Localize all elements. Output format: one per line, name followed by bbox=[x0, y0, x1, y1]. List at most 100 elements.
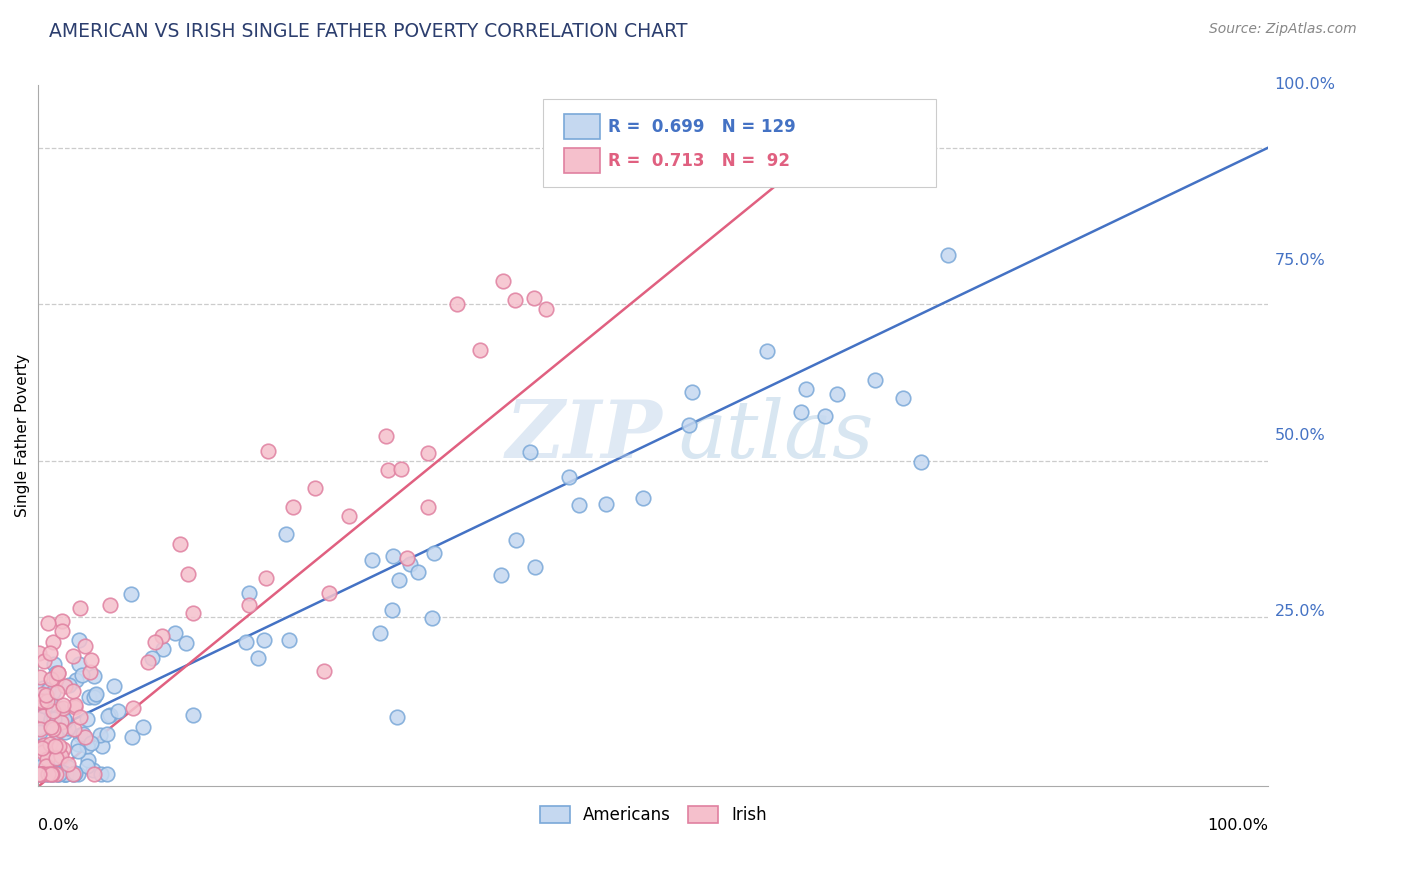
Point bbox=[67, 744, 90, 758]
Point bbox=[46, 665, 69, 680]
Point bbox=[46, 767, 69, 781]
Point bbox=[631, 491, 654, 506]
Point bbox=[63, 766, 86, 780]
Point bbox=[169, 537, 191, 551]
Point bbox=[46, 701, 69, 715]
Point bbox=[48, 767, 70, 781]
Point bbox=[39, 767, 62, 781]
Point bbox=[368, 626, 391, 640]
Point bbox=[28, 767, 51, 781]
FancyBboxPatch shape bbox=[564, 148, 600, 173]
Point bbox=[52, 742, 75, 756]
Point bbox=[53, 714, 76, 729]
Point bbox=[46, 741, 69, 756]
Point bbox=[491, 567, 513, 582]
Point bbox=[62, 683, 84, 698]
Point bbox=[42, 657, 65, 672]
Point bbox=[492, 274, 515, 288]
Point bbox=[524, 560, 547, 574]
Point bbox=[41, 767, 63, 781]
Point bbox=[66, 737, 89, 751]
Point bbox=[77, 690, 100, 705]
Point bbox=[69, 632, 91, 647]
Point bbox=[381, 603, 404, 617]
Point bbox=[32, 709, 55, 723]
Point bbox=[35, 759, 58, 773]
Point bbox=[254, 571, 277, 585]
Point bbox=[83, 767, 105, 781]
Point bbox=[32, 681, 55, 695]
FancyBboxPatch shape bbox=[543, 99, 936, 186]
Point bbox=[62, 767, 84, 781]
Point bbox=[48, 723, 70, 738]
Point bbox=[41, 701, 63, 715]
Point bbox=[37, 764, 59, 779]
Point bbox=[98, 599, 121, 613]
Point bbox=[34, 699, 56, 714]
Point bbox=[39, 697, 62, 711]
Point bbox=[416, 446, 439, 460]
Point bbox=[28, 646, 51, 660]
Point bbox=[80, 736, 103, 750]
Point bbox=[42, 704, 65, 718]
Point bbox=[28, 744, 51, 758]
Point bbox=[70, 667, 93, 681]
Point bbox=[46, 721, 69, 735]
Point bbox=[53, 725, 76, 739]
Point bbox=[558, 469, 581, 483]
Point bbox=[76, 759, 98, 773]
Point bbox=[337, 508, 360, 523]
Point bbox=[89, 728, 111, 742]
Point bbox=[49, 715, 72, 730]
Point bbox=[83, 690, 105, 705]
Point bbox=[132, 720, 155, 734]
Point bbox=[73, 731, 96, 745]
Point bbox=[39, 737, 62, 751]
Point bbox=[42, 712, 65, 726]
FancyBboxPatch shape bbox=[564, 114, 600, 139]
Point bbox=[55, 767, 77, 781]
Point bbox=[936, 248, 959, 262]
Point bbox=[58, 678, 80, 692]
Point bbox=[56, 721, 79, 735]
Point bbox=[28, 725, 51, 739]
Point bbox=[28, 747, 51, 761]
Point bbox=[62, 722, 84, 736]
Point bbox=[183, 708, 205, 723]
Point bbox=[51, 624, 73, 638]
Point bbox=[314, 664, 336, 678]
Point bbox=[37, 767, 59, 781]
Point bbox=[84, 688, 107, 702]
Point bbox=[76, 712, 98, 726]
Point bbox=[28, 670, 51, 684]
Legend: Americans, Irish: Americans, Irish bbox=[533, 799, 773, 830]
Point bbox=[238, 598, 260, 612]
Text: AMERICAN VS IRISH SINGLE FATHER POVERTY CORRELATION CHART: AMERICAN VS IRISH SINGLE FATHER POVERTY … bbox=[49, 22, 688, 41]
Point bbox=[48, 665, 70, 680]
Point bbox=[31, 698, 53, 712]
Point bbox=[42, 635, 65, 649]
Point bbox=[107, 704, 129, 718]
Text: R =  0.713   N =  92: R = 0.713 N = 92 bbox=[607, 152, 790, 169]
Point bbox=[45, 666, 67, 681]
Point bbox=[31, 687, 53, 701]
Point bbox=[37, 698, 59, 712]
Point bbox=[31, 767, 53, 781]
Point bbox=[76, 753, 98, 767]
Text: 50.0%: 50.0% bbox=[1274, 428, 1326, 443]
Point bbox=[46, 767, 69, 781]
Point bbox=[595, 497, 617, 511]
Point bbox=[31, 745, 53, 759]
Point bbox=[65, 673, 87, 687]
Point bbox=[52, 712, 75, 726]
Point bbox=[121, 587, 143, 601]
Point bbox=[32, 738, 55, 752]
Point bbox=[35, 751, 58, 765]
Point bbox=[418, 500, 440, 514]
Point bbox=[44, 758, 66, 772]
Point bbox=[42, 710, 65, 724]
Point bbox=[62, 767, 84, 781]
Point bbox=[28, 767, 51, 781]
Point bbox=[97, 708, 120, 723]
Point bbox=[31, 758, 53, 772]
